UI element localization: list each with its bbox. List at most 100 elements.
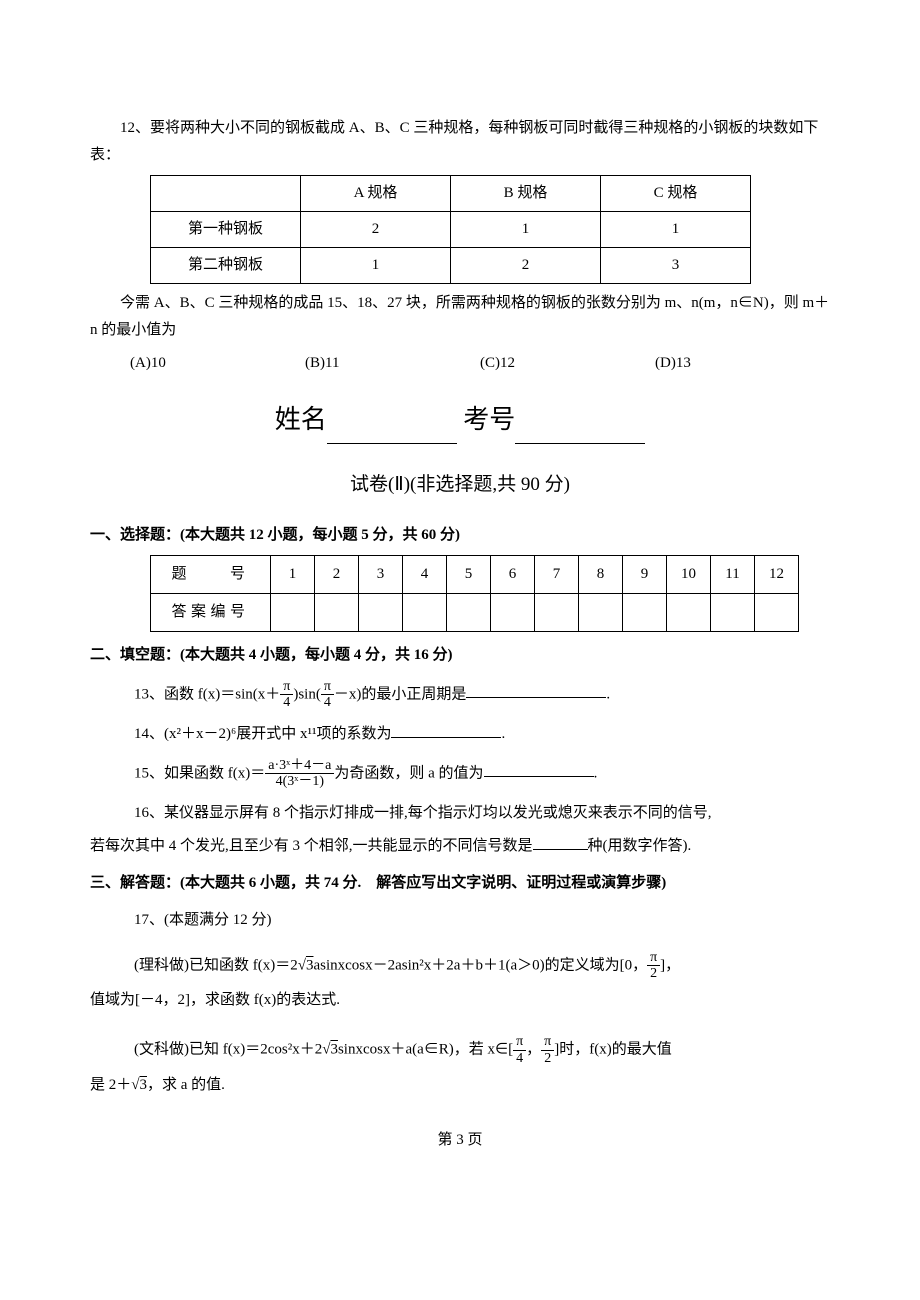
q15-pre: 15、如果函数 f(x)＝ — [134, 765, 265, 781]
q13-end: . — [606, 686, 610, 702]
table-cell — [151, 176, 301, 212]
q16-b: 若每次其中 4 个发光,且至少有 3 个相邻,一共能显示的不同信号数是 — [90, 838, 533, 854]
question-12: 12、要将两种大小不同的钢板截成 A、B、C 三种规格，每种钢板可同时截得三种规… — [90, 115, 830, 377]
answer-table: 题 号 1 2 3 4 5 6 7 8 9 10 11 12 答案编号 — [150, 555, 799, 632]
table-cell: 2 — [451, 248, 601, 284]
answer-table-row: 答案编号 — [151, 593, 799, 631]
q16-c: 种(用数字作答). — [588, 838, 692, 854]
q12-number: 12、 — [120, 120, 150, 136]
question-17-li-line2: 值域为[－4，2]，求函数 f(x)的表达式. — [90, 987, 830, 1014]
question-13: 13、函数 f(x)＝sin(x＋π4)sin(π4－x)的最小正周期是. — [134, 679, 830, 711]
name-exam-line: 姓名 考号 — [90, 397, 830, 444]
answer-blank — [533, 849, 588, 850]
table-cell: 题 号 — [151, 555, 271, 593]
q13-pre: 13、函数 f(x)＝sin(x＋ — [134, 686, 280, 702]
table-cell: B 规格 — [451, 176, 601, 212]
table-cell — [315, 593, 359, 631]
table-cell: 8 — [579, 555, 623, 593]
table-cell: 1 — [271, 555, 315, 593]
q17-li-a: (理科做)已知函数 f(x)＝2 — [134, 957, 298, 973]
q13-post: －x)的最小正周期是 — [334, 686, 467, 702]
table-cell — [491, 593, 535, 631]
q17-li-c: ]， — [660, 957, 680, 973]
q12-text-after: 今需 A、B、C 三种规格的成品 15、18、27 块，所需两种规格的钢板的张数… — [90, 290, 830, 344]
table-cell: 1 — [451, 212, 601, 248]
exam-num-label: 考号 — [463, 405, 515, 434]
table-cell — [711, 593, 755, 631]
fraction-pi-2: π2 — [647, 950, 660, 982]
sqrt3: √3 — [298, 957, 314, 973]
name-blank — [327, 443, 457, 444]
exam-num-blank — [515, 443, 645, 444]
question-14: 14、(x²＋x－2)⁶展开式中 x¹¹项的系数为. — [134, 721, 830, 748]
table-cell — [447, 593, 491, 631]
table-cell: 11 — [711, 555, 755, 593]
table-cell: 2 — [315, 555, 359, 593]
answer-blank — [391, 737, 501, 738]
question-17-wen-line2: 是 2＋√3，求 a 的值. — [90, 1072, 830, 1099]
answer-table-header: 题 号 1 2 3 4 5 6 7 8 9 10 11 12 — [151, 555, 799, 593]
table-cell: 12 — [755, 555, 799, 593]
fraction-pi-4: π4 — [321, 679, 334, 711]
option-d: (D)13 — [655, 350, 830, 377]
table-cell: 2 — [301, 212, 451, 248]
q15-end: . — [594, 765, 598, 781]
q17-wen2-a: 是 2＋ — [90, 1077, 131, 1093]
table-cell — [579, 593, 623, 631]
fraction-pi-2: π2 — [541, 1034, 554, 1066]
table-row: 第二种钢板 1 2 3 — [151, 248, 751, 284]
table-cell — [271, 593, 315, 631]
table-cell: 第二种钢板 — [151, 248, 301, 284]
q12-options: (A)10 (B)11 (C)12 (D)13 — [130, 350, 830, 377]
table-cell: 第一种钢板 — [151, 212, 301, 248]
table-row: 第一种钢板 2 1 1 — [151, 212, 751, 248]
table-header-row: A 规格 B 规格 C 规格 — [151, 176, 751, 212]
page-number: 第 3 页 — [90, 1127, 830, 1154]
q14-pre: 14、(x²＋x－2)⁶展开式中 x¹¹项的系数为 — [134, 726, 391, 742]
fraction-pi-4: π4 — [280, 679, 293, 711]
table-cell: C 规格 — [601, 176, 751, 212]
option-a: (A)10 — [130, 350, 305, 377]
q17-wen-a: (文科做)已知 f(x)＝2cos²x＋2 — [134, 1042, 322, 1058]
fraction-q15: a·3ˣ＋4－a4(3ˣ－1) — [265, 758, 334, 790]
answer-blank — [484, 776, 594, 777]
table-cell: 1 — [601, 212, 751, 248]
q17-li-b: asinxcosx－2asin²x＋2a＋b＋1(a＞0)的定义域为[0， — [313, 957, 647, 973]
table-cell: 10 — [667, 555, 711, 593]
table-cell — [623, 593, 667, 631]
q12-text-before: 要将两种大小不同的钢板截成 A、B、C 三种规格，每种钢板可同时截得三种规格的小… — [90, 120, 818, 163]
question-17-li: (理科做)已知函数 f(x)＝2√3asinxcosx－2asin²x＋2a＋b… — [134, 950, 830, 982]
table-cell: 3 — [359, 555, 403, 593]
question-15: 15、如果函数 f(x)＝a·3ˣ＋4－a4(3ˣ－1)为奇函数，则 a 的值为… — [134, 758, 830, 790]
q17-wen2-b: ，求 a 的值. — [147, 1077, 225, 1093]
question-17-head: 17、(本题满分 12 分) — [134, 907, 830, 934]
q14-end: . — [501, 726, 505, 742]
question-17-wen: (文科做)已知 f(x)＝2cos²x＋2√3sinxcosx＋a(a∈R)，若… — [134, 1034, 830, 1066]
table-cell: 1 — [301, 248, 451, 284]
table-cell: 9 — [623, 555, 667, 593]
table-cell: 7 — [535, 555, 579, 593]
table-cell: A 规格 — [301, 176, 451, 212]
paper-subtitle: 试卷(Ⅱ)(非选择题,共 90 分) — [90, 468, 830, 502]
question-16-line1: 16、某仪器显示屏有 8 个指示灯排成一排,每个指示灯均以发光或熄灭来表示不同的… — [134, 800, 830, 827]
section-3-header: 三、解答题：(本大题共 6 小题，共 74 分. 解答应写出文字说明、证明过程或… — [90, 870, 830, 897]
table-cell — [667, 593, 711, 631]
fraction-pi-4: π4 — [513, 1034, 526, 1066]
table-cell — [535, 593, 579, 631]
q17-wen-c: ]时，f(x)的最大值 — [554, 1042, 671, 1058]
q17-wen-b: sinxcosx＋a(a∈R)，若 x∈[ — [338, 1042, 513, 1058]
q12-table: A 规格 B 规格 C 规格 第一种钢板 2 1 1 第二种钢板 1 2 3 — [150, 175, 751, 284]
sqrt3: √3 — [322, 1042, 338, 1058]
name-label: 姓名 — [275, 405, 327, 434]
table-cell: 6 — [491, 555, 535, 593]
section-2-header: 二、填空题：(本大题共 4 小题，每小题 4 分，共 16 分) — [90, 642, 830, 669]
q12-prompt: 12、要将两种大小不同的钢板截成 A、B、C 三种规格，每种钢板可同时截得三种规… — [90, 115, 830, 169]
sqrt3: √3 — [131, 1077, 147, 1093]
section-1-header: 一、选择题：(本大题共 12 小题，每小题 5 分，共 60 分) — [90, 522, 830, 549]
comma: ， — [526, 1042, 541, 1058]
table-cell: 答案编号 — [151, 593, 271, 631]
q15-mid: 为奇函数，则 a 的值为 — [334, 765, 483, 781]
q13-mid: )sin( — [293, 686, 321, 702]
option-b: (B)11 — [305, 350, 480, 377]
table-cell: 4 — [403, 555, 447, 593]
